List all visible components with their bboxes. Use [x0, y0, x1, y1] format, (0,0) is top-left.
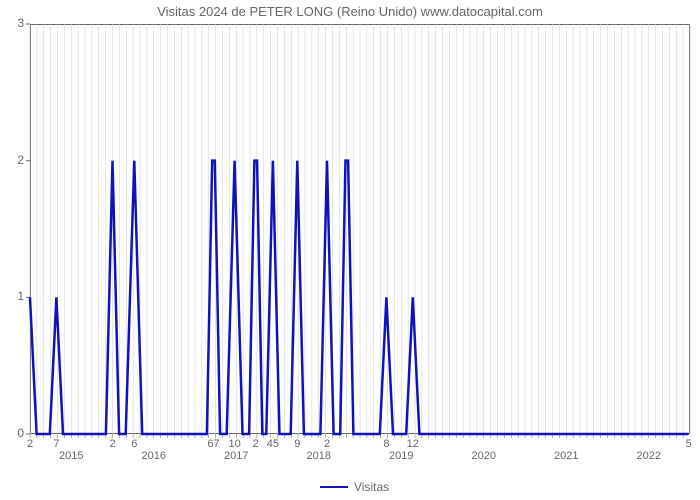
x-value-label: 45 — [267, 438, 279, 450]
x-year-label: 2018 — [307, 450, 331, 462]
line-chart — [30, 24, 690, 434]
x-year-label: 2020 — [472, 450, 496, 462]
x-value-label: 2 — [27, 438, 33, 450]
x-value-label: 9 — [294, 438, 300, 450]
y-tick-label: 1 — [4, 289, 24, 303]
x-value-label: 8 — [383, 438, 389, 450]
y-tick-label: 0 — [4, 426, 24, 440]
x-year-label: 2015 — [59, 450, 83, 462]
legend-swatch — [320, 486, 348, 488]
chart-title: Visitas 2024 de PETER LONG (Reino Unido)… — [0, 4, 700, 19]
x-value-label: 10 — [228, 438, 240, 450]
x-year-label: 2021 — [554, 450, 578, 462]
x-year-label: 2017 — [224, 450, 248, 462]
y-tick-label: 2 — [4, 153, 24, 167]
y-tick-label: 3 — [4, 16, 24, 30]
x-value-label: 2 — [109, 438, 115, 450]
x-value-label: 2 — [324, 438, 330, 450]
legend: Visitas — [320, 480, 389, 494]
x-value-label: 5 — [686, 438, 692, 450]
x-value-label: 6 — [131, 438, 137, 450]
x-value-label: 2 — [253, 438, 259, 450]
x-year-label: 2016 — [142, 450, 166, 462]
x-year-label: 2019 — [389, 450, 413, 462]
x-value-label: 67 — [207, 438, 219, 450]
x-value-label: 7 — [53, 438, 59, 450]
legend-label: Visitas — [354, 480, 389, 494]
x-year-label: 2022 — [637, 450, 661, 462]
x-value-label: 12 — [407, 438, 419, 450]
